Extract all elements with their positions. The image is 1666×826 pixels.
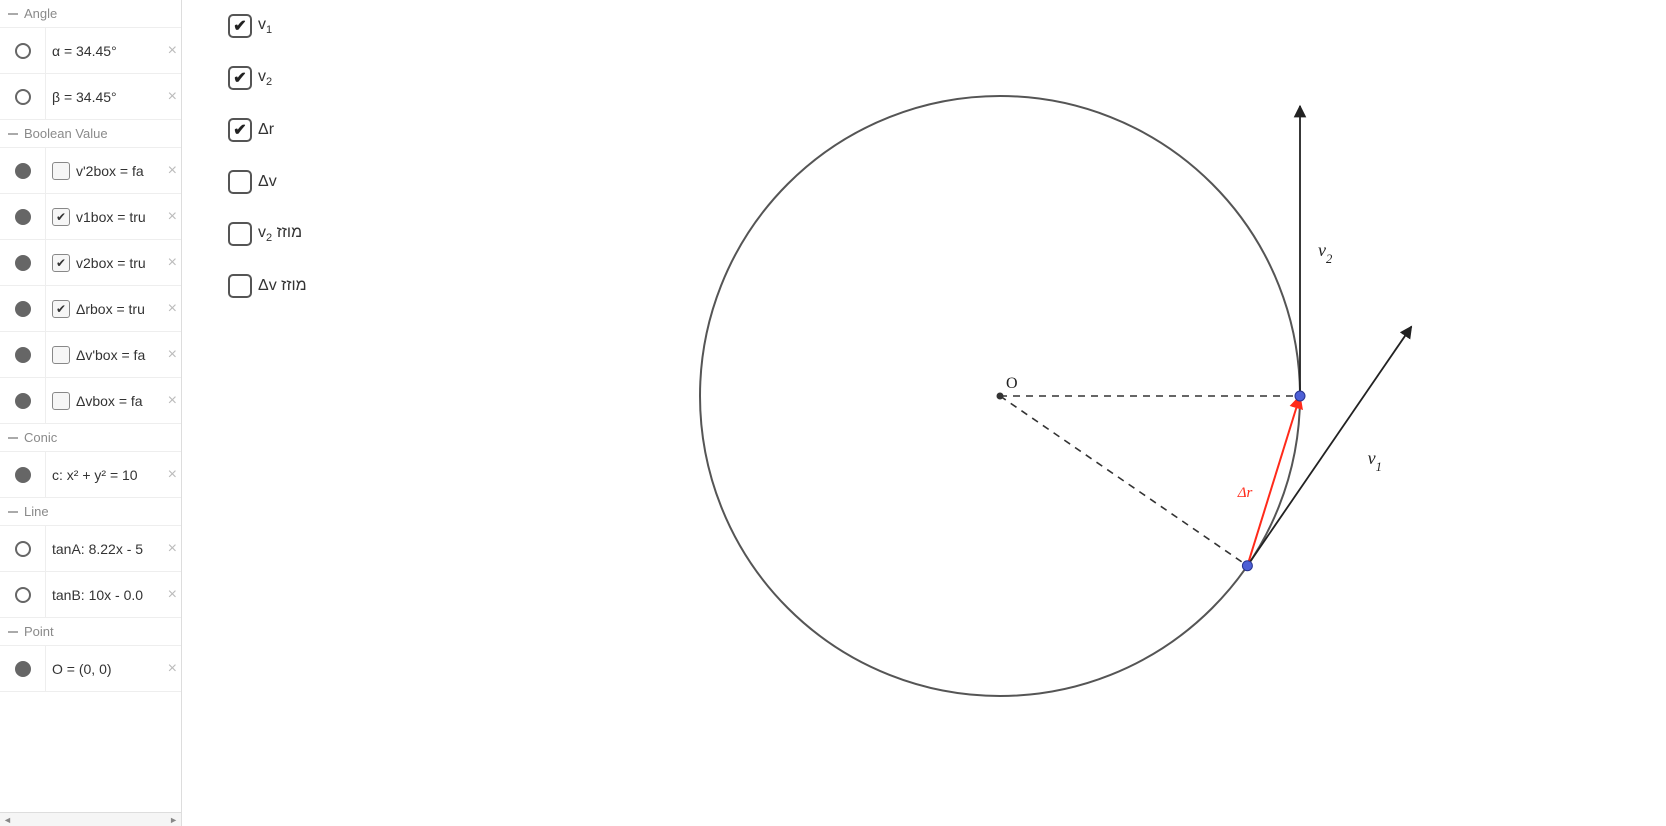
visibility-bullet[interactable]	[15, 393, 31, 409]
section-title: Line	[24, 504, 49, 519]
close-icon[interactable]: ×	[168, 346, 177, 364]
close-icon[interactable]: ×	[168, 208, 177, 226]
row-label: v2box = tru	[76, 255, 146, 271]
svg-text:O: O	[1006, 375, 1018, 392]
bool-checkbox[interactable]	[52, 162, 70, 180]
close-icon[interactable]: ×	[168, 586, 177, 604]
visibility-bullet[interactable]	[15, 587, 31, 603]
visibility-bullet[interactable]	[15, 43, 31, 59]
close-icon[interactable]: ×	[168, 660, 177, 678]
close-icon[interactable]: ×	[168, 392, 177, 410]
algebra-row-line-0[interactable]: tanA: 8.22x - 5 ×	[0, 526, 181, 572]
algebra-row-bool-3[interactable]: Δrbox = tru ×	[0, 286, 181, 332]
visibility-bullet[interactable]	[15, 541, 31, 557]
section-title: Conic	[24, 430, 57, 445]
section-title: Boolean Value	[24, 126, 108, 141]
algebra-row-point-0[interactable]: O = (0, 0) ×	[0, 646, 181, 692]
bool-checkbox[interactable]	[52, 392, 70, 410]
section-header-boolean[interactable]: Boolean Value	[0, 120, 181, 148]
row-label: Δrbox = tru	[76, 301, 145, 317]
section-header-conic[interactable]: Conic	[0, 424, 181, 452]
algebra-row-bool-2[interactable]: v2box = tru ×	[0, 240, 181, 286]
row-label: α = 34.45°	[52, 43, 117, 59]
algebra-panel[interactable]: Angle α = 34.45° × β = 34.45° × Boolean …	[0, 0, 182, 826]
algebra-row-bool-5[interactable]: Δvbox = fa ×	[0, 378, 181, 424]
visibility-bullet[interactable]	[15, 209, 31, 225]
row-label: β = 34.45°	[52, 89, 117, 105]
algebra-row-beta[interactable]: β = 34.45° ×	[0, 74, 181, 120]
algebra-row-conic-0[interactable]: c: x² + y² = 10 ×	[0, 452, 181, 498]
row-label: tanB: 10x - 0.0	[52, 587, 143, 603]
visibility-bullet[interactable]	[15, 467, 31, 483]
close-icon[interactable]: ×	[168, 254, 177, 272]
bool-checkbox[interactable]	[52, 300, 70, 318]
row-label: v'2box = fa	[76, 163, 144, 179]
close-icon[interactable]: ×	[168, 42, 177, 60]
algebra-row-alpha[interactable]: α = 34.45° ×	[0, 28, 181, 74]
collapse-icon	[8, 133, 18, 135]
visibility-bullet[interactable]	[15, 255, 31, 271]
svg-text:Δr: Δr	[1237, 485, 1253, 501]
bool-checkbox[interactable]	[52, 208, 70, 226]
close-icon[interactable]: ×	[168, 466, 177, 484]
row-label: Δv'box = fa	[76, 347, 145, 363]
collapse-icon	[8, 511, 18, 513]
collapse-icon	[8, 437, 18, 439]
algebra-row-line-1[interactable]: tanB: 10x - 0.0 ×	[0, 572, 181, 618]
collapse-icon	[8, 631, 18, 633]
h-scrollbar[interactable]: ◄►	[0, 812, 181, 826]
bool-checkbox[interactable]	[52, 254, 70, 272]
close-icon[interactable]: ×	[168, 540, 177, 558]
section-header-point[interactable]: Point	[0, 618, 181, 646]
algebra-row-bool-0[interactable]: v'2box = fa ×	[0, 148, 181, 194]
visibility-bullet[interactable]	[15, 163, 31, 179]
collapse-icon	[8, 13, 18, 15]
svg-text:v2: v2	[1318, 240, 1333, 266]
close-icon[interactable]: ×	[168, 88, 177, 106]
algebra-row-bool-4[interactable]: Δv'box = fa ×	[0, 332, 181, 378]
visibility-bullet[interactable]	[15, 347, 31, 363]
row-label: v1box = tru	[76, 209, 146, 225]
row-label: O = (0, 0)	[52, 661, 112, 677]
row-label: Δvbox = fa	[76, 393, 143, 409]
visibility-bullet[interactable]	[15, 661, 31, 677]
row-label: c: x² + y² = 10	[52, 467, 138, 483]
section-header-line[interactable]: Line	[0, 498, 181, 526]
section-header-angle[interactable]: Angle	[0, 0, 181, 28]
visibility-bullet[interactable]	[15, 89, 31, 105]
row-label: tanA: 8.22x - 5	[52, 541, 143, 557]
visibility-bullet[interactable]	[15, 301, 31, 317]
svg-text:v1: v1	[1368, 448, 1382, 474]
graphics-canvas[interactable]: v1 v2 Δr Δv v2 מוזז Δv מוזז	[182, 0, 1666, 826]
section-title: Angle	[24, 6, 57, 21]
close-icon[interactable]: ×	[168, 300, 177, 318]
close-icon[interactable]: ×	[168, 162, 177, 180]
algebra-row-bool-1[interactable]: v1box = tru ×	[0, 194, 181, 240]
diagram-svg: Ov2 v1 Δr	[182, 0, 1666, 826]
bool-checkbox[interactable]	[52, 346, 70, 364]
section-title: Point	[24, 624, 54, 639]
